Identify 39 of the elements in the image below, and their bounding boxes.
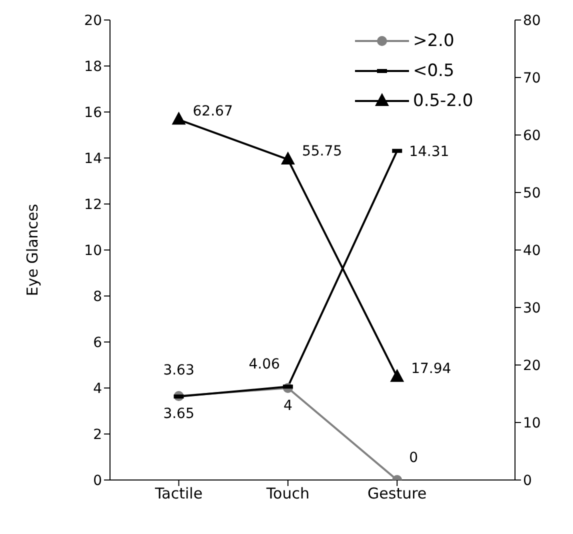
legend-label: <0.5 — [413, 61, 454, 81]
y-tick-label: 18 — [84, 58, 102, 75]
y-tick-label: 12 — [84, 196, 102, 213]
y-tick-label: 4 — [93, 380, 102, 397]
y2-tick-label: 70 — [523, 70, 541, 86]
x-tick-label: Touch — [265, 484, 310, 503]
point — [280, 151, 295, 164]
y-tick-label: 20 — [84, 12, 102, 29]
y-tick-label: 0 — [93, 472, 102, 489]
y-tick-label: 14 — [84, 150, 102, 167]
legend-label: 0.5-2.0 — [413, 91, 474, 111]
y2-tick-label: 0 — [523, 472, 532, 489]
y2-tick-label: 60 — [523, 128, 541, 144]
data-label: 4.06 — [248, 356, 280, 373]
y-tick-label: 10 — [84, 242, 102, 259]
y-tick-label: 16 — [84, 104, 102, 121]
point — [172, 112, 186, 125]
y2-tick-label: 40 — [523, 242, 541, 259]
data-label: 62.67 — [192, 104, 233, 120]
data-label: 55.75 — [302, 143, 342, 160]
data-label: 4 — [283, 398, 292, 414]
y2-tick-label: 30 — [523, 300, 541, 316]
data-label: 3.65 — [163, 406, 194, 422]
y2-tick-label: 50 — [523, 185, 541, 202]
x-tick-label: Tactile — [154, 484, 203, 503]
y-tick-label: 8 — [93, 288, 102, 305]
y-axis-title: Eye Glances — [23, 204, 42, 296]
y2-tick-label: 80 — [523, 12, 541, 29]
x-tick-label: Gesture — [368, 484, 427, 503]
data-label: 0 — [409, 450, 418, 466]
data-label: 14.31 — [409, 144, 450, 160]
y-tick-label: 2 — [93, 426, 102, 443]
y2-tick-label: 10 — [523, 415, 541, 432]
data-label: 17.94 — [411, 360, 452, 377]
legend-label: >2.0 — [413, 31, 454, 51]
data-label: 3.63 — [163, 362, 194, 379]
y2-tick-label: 20 — [523, 358, 541, 374]
point — [390, 368, 404, 382]
y-tick-label: 6 — [93, 334, 102, 351]
